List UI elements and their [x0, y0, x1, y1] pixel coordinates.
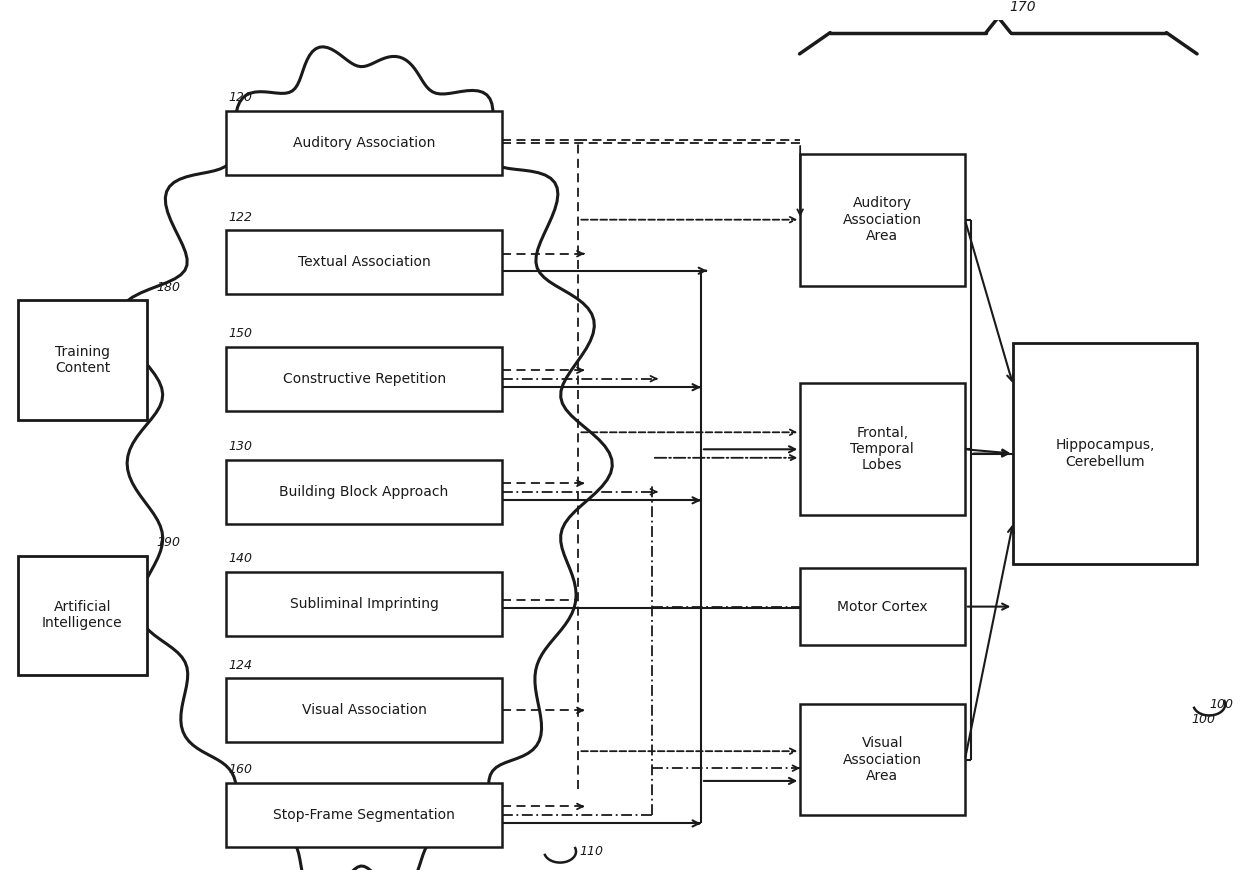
Text: 120: 120 — [228, 92, 253, 105]
Text: Artificial
Intelligence: Artificial Intelligence — [42, 600, 123, 630]
FancyBboxPatch shape — [800, 383, 965, 515]
Text: Building Block Approach: Building Block Approach — [279, 485, 449, 498]
FancyBboxPatch shape — [227, 678, 502, 742]
Text: 140: 140 — [228, 553, 253, 566]
Text: 170: 170 — [1009, 0, 1037, 14]
Text: 122: 122 — [228, 210, 253, 223]
FancyBboxPatch shape — [800, 705, 965, 815]
Text: 130: 130 — [228, 440, 253, 453]
FancyBboxPatch shape — [800, 154, 965, 285]
FancyBboxPatch shape — [227, 230, 502, 294]
Text: Frontal,
Temporal
Lobes: Frontal, Temporal Lobes — [851, 426, 914, 472]
FancyBboxPatch shape — [800, 568, 965, 645]
FancyBboxPatch shape — [227, 347, 502, 410]
Text: 150: 150 — [228, 327, 253, 340]
Text: 100: 100 — [1192, 713, 1215, 726]
Polygon shape — [118, 47, 613, 873]
Text: Motor Cortex: Motor Cortex — [837, 600, 928, 614]
Text: Visual Association: Visual Association — [301, 704, 427, 718]
Text: Training
Content: Training Content — [55, 345, 110, 375]
Text: Visual
Association
Area: Visual Association Area — [843, 737, 921, 783]
FancyBboxPatch shape — [227, 783, 502, 847]
Text: Stop-Frame Segmentation: Stop-Frame Segmentation — [273, 808, 455, 822]
FancyBboxPatch shape — [227, 111, 502, 175]
Text: Auditory
Association
Area: Auditory Association Area — [843, 196, 921, 243]
Text: Constructive Repetition: Constructive Repetition — [283, 372, 445, 386]
Text: 100: 100 — [1209, 698, 1234, 711]
FancyBboxPatch shape — [227, 572, 502, 636]
Text: 160: 160 — [228, 763, 253, 776]
FancyBboxPatch shape — [227, 460, 502, 524]
FancyBboxPatch shape — [1013, 343, 1197, 564]
Text: 180: 180 — [156, 281, 181, 293]
Text: Textual Association: Textual Association — [298, 255, 430, 269]
Text: Hippocampus,
Cerebellum: Hippocampus, Cerebellum — [1055, 438, 1154, 469]
FancyBboxPatch shape — [19, 555, 146, 675]
FancyBboxPatch shape — [19, 300, 146, 420]
Text: 124: 124 — [228, 658, 253, 671]
Text: Subliminal Imprinting: Subliminal Imprinting — [290, 597, 439, 611]
Text: 110: 110 — [579, 845, 604, 858]
Text: Auditory Association: Auditory Association — [293, 136, 435, 150]
Text: 190: 190 — [156, 536, 181, 549]
